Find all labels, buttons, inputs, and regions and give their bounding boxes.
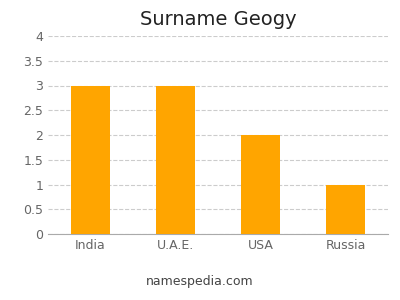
Bar [326,184,365,234]
Text: namespedia.com: namespedia.com [146,275,254,288]
Bar [241,135,280,234]
Bar [156,85,195,234]
Bar [71,85,110,234]
Title: Surname Geogy: Surname Geogy [140,10,296,29]
